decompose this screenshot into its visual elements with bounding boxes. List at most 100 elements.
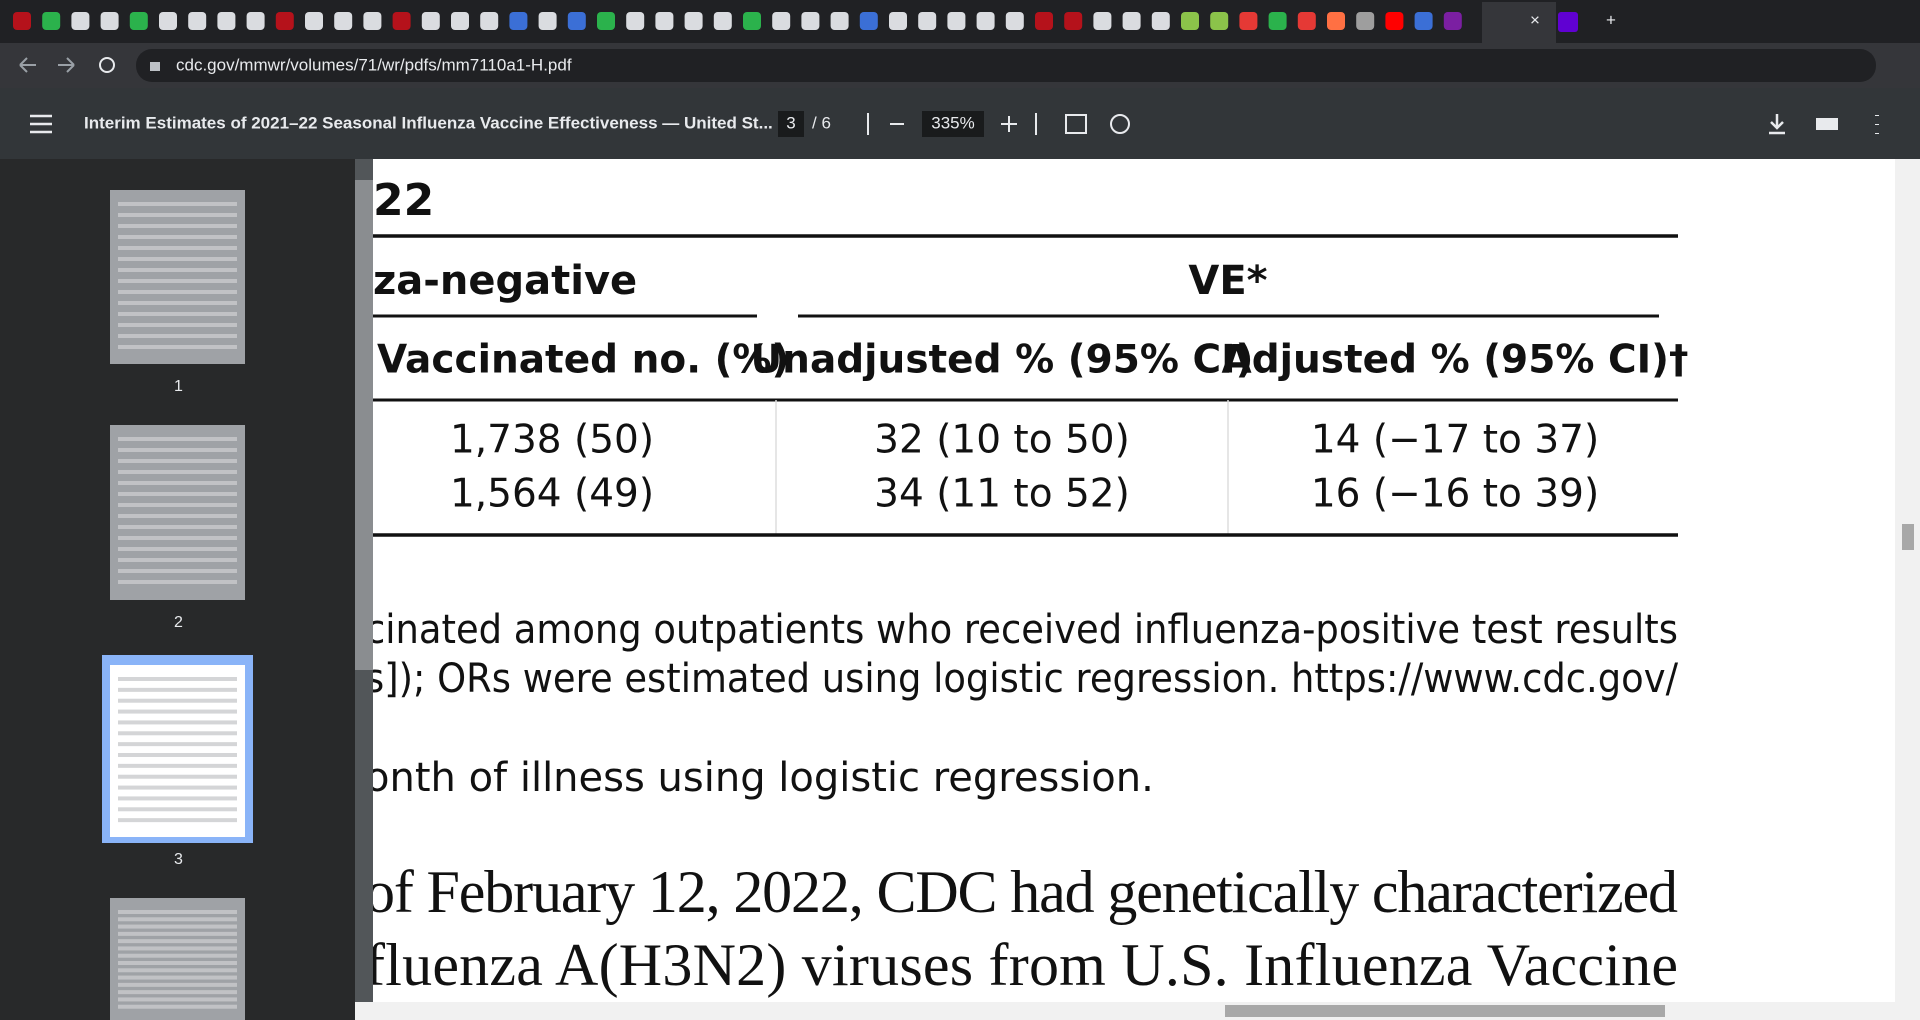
- tab[interactable]: [1064, 12, 1083, 30]
- thumbnail-label: 3: [174, 851, 183, 868]
- close-tab[interactable]: ×: [1530, 10, 1540, 29]
- thumbnail-text: [118, 910, 237, 914]
- tab[interactable]: [947, 12, 966, 30]
- page-number[interactable]: 3: [786, 113, 795, 132]
- thumbnail-text: [118, 448, 237, 452]
- tab[interactable]: [42, 12, 61, 30]
- zoom-level[interactable]: 335%: [931, 113, 974, 132]
- tab[interactable]: [1181, 12, 1199, 30]
- lock-icon: [150, 62, 160, 71]
- tab[interactable]: [1558, 12, 1578, 32]
- tab[interactable]: [1239, 12, 1258, 30]
- thumbnail-text: [118, 547, 237, 551]
- thumbnail-text: [118, 235, 237, 239]
- body-text: fluenza A(H3N2) viruses from U.S. Influe…: [365, 932, 1678, 998]
- thumbnail-text: [118, 536, 237, 540]
- tab[interactable]: [1035, 12, 1053, 30]
- sidebar-scroll-thumb[interactable]: [355, 180, 373, 670]
- thumbnail-text: [118, 481, 237, 485]
- thumbnail-label: 2: [174, 614, 183, 631]
- print-button[interactable]: [1816, 118, 1838, 130]
- group-header: za-negative: [373, 258, 637, 304]
- rotate-button[interactable]: [1110, 114, 1130, 134]
- tab[interactable]: [1443, 12, 1462, 30]
- tab[interactable]: [451, 12, 469, 30]
- tab[interactable]: [246, 12, 265, 30]
- thumbnail-text: [118, 580, 237, 584]
- vertical-scroll-thumb[interactable]: [1902, 524, 1914, 550]
- thumbnail-text: [118, 742, 237, 747]
- zoom-in[interactable]: [1001, 113, 1037, 135]
- tab[interactable]: [597, 12, 615, 30]
- page-input[interactable]: [778, 111, 804, 137]
- tab[interactable]: [217, 12, 236, 30]
- thumbnail-text: [118, 698, 237, 703]
- tab[interactable]: [1297, 12, 1316, 30]
- tab[interactable]: [188, 12, 207, 30]
- tab[interactable]: [830, 12, 849, 30]
- horizontal-scroll-thumb[interactable]: [1225, 1005, 1665, 1017]
- tab[interactable]: [1356, 12, 1375, 30]
- tab[interactable]: [392, 12, 411, 30]
- tab[interactable]: [275, 12, 294, 30]
- tab[interactable]: [859, 12, 878, 30]
- thumbnail-text: [118, 437, 237, 441]
- thumbnail[interactable]: [110, 898, 245, 1020]
- active-tab[interactable]: [1482, 2, 1556, 43]
- menu-button[interactable]: [30, 114, 52, 134]
- download-button[interactable]: [1769, 114, 1785, 135]
- tab[interactable]: [13, 12, 31, 30]
- tab[interactable]: [889, 12, 907, 30]
- tab[interactable]: [772, 12, 791, 30]
- forward-button[interactable]: [58, 57, 75, 73]
- tab[interactable]: [743, 12, 761, 30]
- new-tab[interactable]: +: [1606, 10, 1616, 29]
- tab[interactable]: [509, 12, 528, 30]
- column-header: Unadjusted % (95% CI): [751, 338, 1254, 383]
- tab[interactable]: [713, 12, 732, 30]
- tab[interactable]: [71, 12, 90, 30]
- table-cell: 34 (11 to 52): [874, 472, 1130, 517]
- url[interactable]: cdc.gov/mmwr/volumes/71/wr/pdfs/mm7110a1…: [176, 55, 572, 74]
- fit-button[interactable]: [1065, 114, 1087, 134]
- tab[interactable]: [801, 12, 820, 30]
- tab[interactable]: [159, 12, 177, 30]
- tab[interactable]: [129, 12, 148, 30]
- tab[interactable]: [363, 12, 382, 30]
- omnibox[interactable]: [136, 49, 1876, 82]
- tab[interactable]: [100, 12, 119, 30]
- thumbnail-text: [118, 470, 237, 474]
- tab[interactable]: [305, 12, 323, 30]
- tab[interactable]: [1385, 12, 1404, 30]
- tab[interactable]: [421, 12, 440, 30]
- zoom-out[interactable]: [867, 113, 904, 135]
- zoom-input[interactable]: [922, 111, 984, 137]
- tab[interactable]: [1268, 12, 1287, 30]
- tab[interactable]: [1151, 12, 1170, 30]
- tab[interactable]: [1093, 12, 1112, 30]
- thumbnail-text: [118, 459, 237, 463]
- tab[interactable]: [655, 12, 674, 30]
- tab[interactable]: [1327, 12, 1345, 30]
- tab[interactable]: [626, 12, 645, 30]
- tab[interactable]: [1210, 12, 1229, 30]
- thumbnail-text: [118, 924, 237, 929]
- thumbnail-text: [118, 301, 237, 305]
- tab[interactable]: [918, 12, 937, 30]
- back-button[interactable]: [19, 57, 36, 73]
- footnote: cinated among outpatients who received i…: [365, 607, 1678, 653]
- tab[interactable]: [480, 12, 499, 30]
- thumbnail-text: [118, 312, 237, 316]
- tab[interactable]: [976, 12, 995, 30]
- table-cell: 1,564 (49): [450, 472, 654, 517]
- tab[interactable]: [334, 12, 353, 30]
- tab[interactable]: [1414, 12, 1433, 30]
- tab[interactable]: [538, 12, 557, 30]
- tab[interactable]: [684, 12, 703, 30]
- tab[interactable]: [1005, 12, 1024, 30]
- tab[interactable]: [1122, 12, 1141, 30]
- tab[interactable]: [567, 12, 586, 30]
- reload-button[interactable]: [99, 57, 115, 73]
- vertical-scrollbar[interactable]: [1895, 159, 1920, 1020]
- table-cell: 1,738 (50): [450, 418, 654, 463]
